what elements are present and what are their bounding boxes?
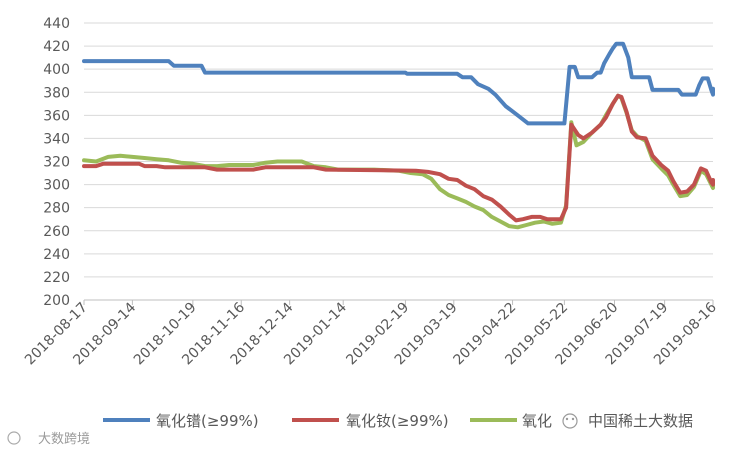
legend-label-prnd: 氧化 bbox=[522, 412, 552, 430]
wechat-icon-dot2 bbox=[571, 417, 575, 421]
y-tick-label: 360 bbox=[43, 108, 70, 124]
legend-label-nd: 氧化钕(≥99%) bbox=[346, 412, 449, 430]
series-line-0 bbox=[82, 41, 715, 126]
wechat-icon-dot bbox=[565, 417, 569, 421]
y-tick-label: 320 bbox=[43, 155, 70, 171]
y-tick-label: 420 bbox=[43, 39, 70, 55]
legend: 氧化镨(≥99%) 氧化钕(≥99%) 氧化 bbox=[103, 412, 552, 430]
y-tick-label: 260 bbox=[43, 224, 70, 240]
watermark-text-left: 大数跨境 bbox=[38, 432, 90, 447]
series-lines bbox=[82, 41, 715, 230]
y-tick-label: 280 bbox=[43, 201, 70, 217]
y-tick-label: 200 bbox=[43, 293, 70, 309]
series-line-1 bbox=[82, 93, 715, 223]
gridlines bbox=[84, 22, 713, 301]
y-tick-label: 380 bbox=[43, 85, 70, 101]
y-tick-label: 400 bbox=[43, 62, 70, 78]
y-tick-label: 340 bbox=[43, 131, 70, 147]
logo-icon bbox=[7, 431, 21, 445]
legend-label-pr: 氧化镨(≥99%) bbox=[156, 412, 259, 430]
y-tick-label: 220 bbox=[43, 270, 70, 286]
series-line-2 bbox=[82, 93, 715, 230]
wechat-icon bbox=[562, 413, 578, 429]
watermark-bottom-left: 大数跨境 bbox=[7, 431, 90, 447]
y-axis-ticks: 200 220 240 260 280 300 320 340 360 380 400 420 440 bbox=[43, 16, 70, 309]
watermark-bottom-right: 中国稀土大数据 bbox=[562, 412, 693, 430]
y-tick-label: 240 bbox=[43, 247, 70, 263]
y-tick-label: 440 bbox=[43, 16, 70, 32]
y-tick-label: 300 bbox=[43, 178, 70, 194]
watermark-text-right: 中国稀土大数据 bbox=[588, 412, 693, 430]
